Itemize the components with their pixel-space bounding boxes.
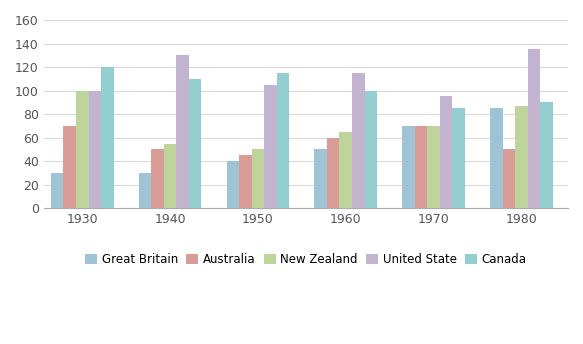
- Bar: [339, 132, 352, 208]
- Bar: [352, 73, 364, 208]
- Bar: [515, 106, 528, 208]
- Bar: [76, 90, 89, 208]
- Bar: [528, 50, 540, 208]
- Bar: [402, 126, 415, 208]
- Bar: [452, 108, 465, 208]
- Bar: [415, 126, 427, 208]
- Bar: [227, 161, 239, 208]
- Bar: [540, 103, 553, 208]
- Bar: [64, 126, 76, 208]
- Bar: [427, 126, 440, 208]
- Bar: [252, 149, 264, 208]
- Legend: Great Britain, Australia, New Zealand, United State, Canada: Great Britain, Australia, New Zealand, U…: [80, 248, 531, 270]
- Bar: [239, 155, 252, 208]
- Bar: [139, 173, 151, 208]
- Bar: [89, 90, 101, 208]
- Bar: [364, 90, 377, 208]
- Bar: [189, 79, 202, 208]
- Bar: [490, 108, 503, 208]
- Bar: [51, 173, 64, 208]
- Bar: [264, 85, 277, 208]
- Bar: [164, 143, 177, 208]
- Bar: [151, 149, 164, 208]
- Bar: [277, 73, 289, 208]
- Bar: [327, 138, 339, 208]
- Bar: [101, 67, 114, 208]
- Bar: [503, 149, 515, 208]
- Bar: [440, 96, 452, 208]
- Bar: [177, 55, 189, 208]
- Bar: [314, 149, 327, 208]
